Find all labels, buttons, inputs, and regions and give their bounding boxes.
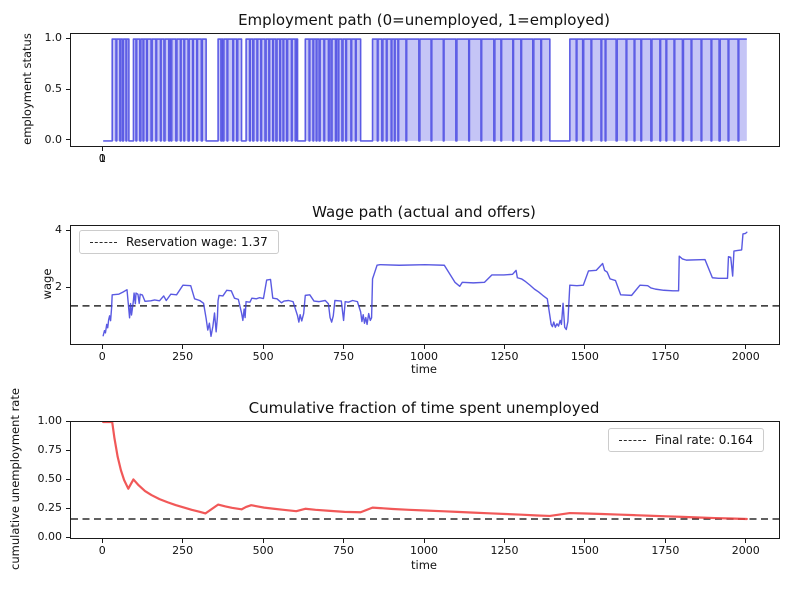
x-tick-mark bbox=[182, 345, 184, 349]
y-tick-label: 1.00 bbox=[37, 414, 63, 427]
wage-xlabel: time bbox=[411, 362, 437, 376]
x-tick-mark bbox=[664, 539, 666, 543]
x-tick-label: 250 bbox=[172, 544, 194, 557]
x-tick-label: 2000 bbox=[731, 544, 760, 557]
y-tick-label: 0.0 bbox=[44, 132, 63, 146]
y-tick-label: 0.75 bbox=[37, 443, 63, 456]
wage-line bbox=[102, 231, 748, 338]
x-tick-mark bbox=[745, 539, 747, 543]
x-tick-label: 0 bbox=[98, 152, 106, 165]
y-tick-label: 0.5 bbox=[44, 82, 63, 95]
y-tick-mark bbox=[66, 478, 70, 480]
cumulative-rate-line bbox=[102, 422, 748, 521]
employment-chart-title: Employment path (0=unemployed, 1=employe… bbox=[238, 11, 610, 29]
x-tick-mark bbox=[262, 345, 264, 349]
final-rate-legend-label: Final rate: 0.164 bbox=[655, 433, 754, 447]
x-tick-mark bbox=[584, 539, 586, 543]
y-tick-label: 2 bbox=[55, 280, 62, 293]
dashed-line-sample bbox=[90, 241, 117, 243]
ax1-plot-area bbox=[71, 231, 779, 338]
y-tick-mark bbox=[66, 507, 70, 509]
reservation-wage-legend: Reservation wage: 1.37 bbox=[79, 230, 279, 254]
x-tick-label: 250 bbox=[172, 350, 194, 363]
wage-chart-title: Wage path (actual and offers) bbox=[312, 203, 536, 221]
y-tick-mark bbox=[66, 37, 70, 39]
x-tick-mark bbox=[423, 345, 425, 349]
cumulative-axes bbox=[70, 421, 780, 539]
cumulative-xlabel: time bbox=[411, 558, 437, 572]
x-tick-label: 1750 bbox=[651, 544, 680, 557]
y-tick-label: 1.0 bbox=[44, 31, 63, 45]
x-tick-label: 0 bbox=[98, 544, 106, 557]
x-tick-label: 2000 bbox=[731, 350, 760, 363]
x-tick-mark bbox=[343, 539, 344, 543]
y-tick-mark bbox=[66, 139, 70, 141]
x-tick-mark bbox=[745, 345, 747, 349]
x-tick-mark bbox=[504, 345, 505, 349]
final-rate-legend: Final rate: 0.164 bbox=[608, 428, 765, 452]
x-tick-label: 0 bbox=[98, 350, 106, 363]
reservation-wage-legend-label: Reservation wage: 1.37 bbox=[126, 235, 268, 249]
x-tick-label: 500 bbox=[252, 544, 274, 557]
y-tick-label: 4 bbox=[55, 223, 62, 237]
cumulative-chart-title: Cumulative fraction of time spent unempl… bbox=[248, 399, 600, 417]
y-tick-mark bbox=[66, 229, 70, 231]
x-tick-label: 1500 bbox=[570, 544, 599, 557]
x-tick-mark bbox=[182, 539, 184, 543]
y-tick-mark bbox=[66, 88, 70, 90]
y-tick-label: 0.00 bbox=[37, 530, 63, 543]
ax2-plot-area bbox=[71, 422, 779, 521]
x-tick-label: 1000 bbox=[410, 350, 438, 363]
x-tick-mark bbox=[101, 345, 103, 349]
y-tick-mark bbox=[66, 536, 70, 538]
x-tick-mark bbox=[584, 345, 586, 349]
x-tick-mark bbox=[101, 539, 103, 543]
y-tick-mark bbox=[66, 420, 70, 422]
y-tick-label: 0.50 bbox=[37, 472, 63, 485]
y-tick-mark bbox=[66, 449, 70, 451]
ax0-plot-area bbox=[103, 38, 747, 142]
x-tick-label: 1000 bbox=[410, 544, 438, 557]
y-tick-label: 0.25 bbox=[37, 501, 63, 514]
x-tick-label: 1 bbox=[99, 152, 106, 165]
x-tick-mark bbox=[343, 345, 344, 349]
x-tick-label: 1500 bbox=[570, 350, 599, 363]
employment-line bbox=[103, 38, 747, 142]
wage-axes bbox=[70, 225, 780, 345]
x-tick-label: 1250 bbox=[490, 350, 519, 363]
x-tick-mark bbox=[262, 539, 264, 543]
x-tick-mark bbox=[504, 539, 505, 543]
x-tick-mark bbox=[102, 147, 103, 151]
dashed-line-sample bbox=[619, 439, 646, 441]
employment-axes bbox=[70, 33, 780, 147]
x-tick-mark bbox=[423, 539, 425, 543]
employment-fill bbox=[103, 39, 747, 141]
y-tick-mark bbox=[66, 286, 70, 288]
x-tick-label: 1750 bbox=[651, 350, 680, 363]
x-tick-mark bbox=[664, 345, 666, 349]
x-tick-label: 750 bbox=[333, 544, 354, 557]
x-tick-label: 750 bbox=[333, 350, 354, 363]
x-tick-label: 1250 bbox=[490, 544, 519, 557]
x-tick-label: 500 bbox=[252, 350, 274, 363]
